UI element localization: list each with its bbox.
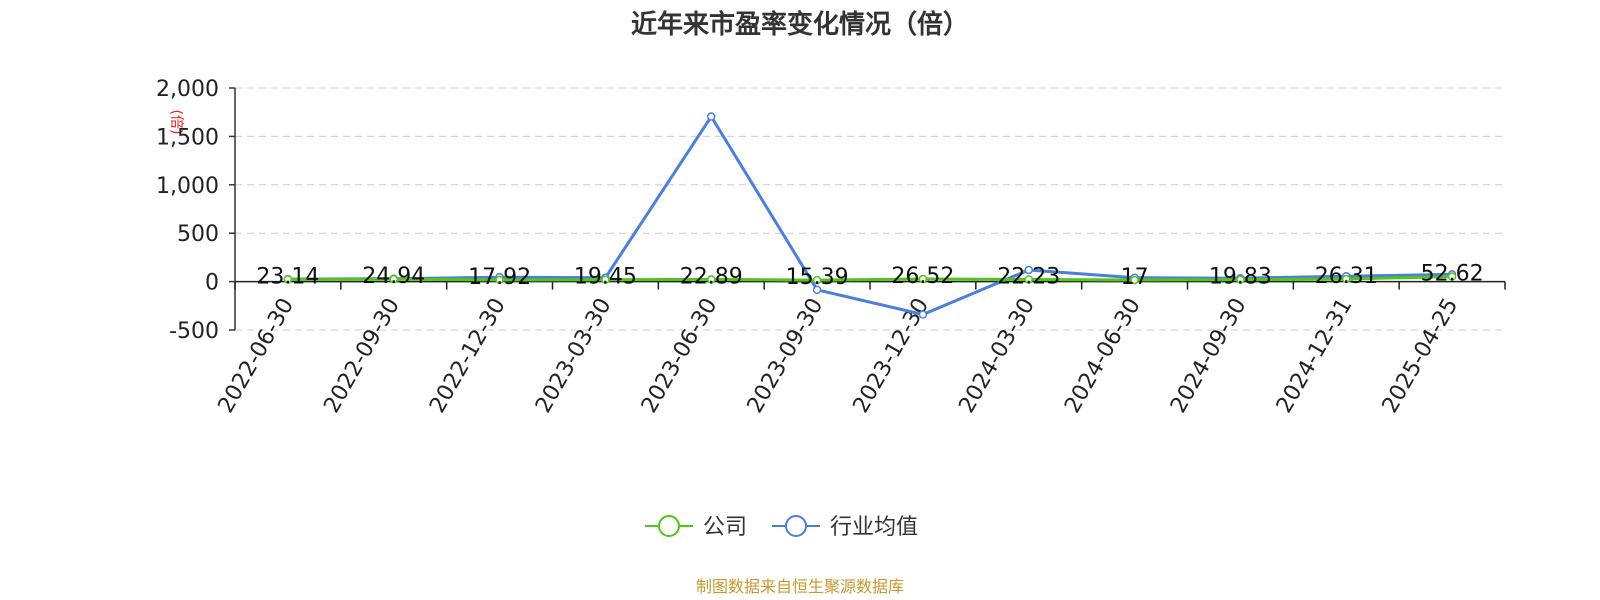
- industry-average-point: [812, 285, 822, 295]
- series-layer: [283, 112, 1457, 319]
- company-data-label: 15.39: [786, 265, 849, 290]
- y-axis: 2,000 1,500 1,000 500 0 -500: [156, 77, 236, 344]
- legend-item-company[interactable]: 公司: [645, 515, 747, 540]
- company-point: [1024, 275, 1033, 284]
- x-tick-label: 2023-03-30: [531, 294, 617, 417]
- chart-title: 近年来市盈率变化情况（倍）: [631, 9, 969, 40]
- industry-average-line: [287, 115, 1453, 317]
- company-data-label: 17: [1121, 265, 1149, 290]
- company-point: [1342, 274, 1351, 284]
- y-axis-unit: (倍): [168, 110, 184, 135]
- legend-marker-icon: [785, 515, 807, 537]
- company-data-label: 22.23: [997, 264, 1060, 289]
- company-point: [812, 275, 822, 285]
- y-tick-label: 1,500: [156, 125, 219, 150]
- company-data-label: 19.83: [1209, 265, 1272, 290]
- grid-lines: [235, 87, 1505, 331]
- industry-average-point: [707, 112, 716, 121]
- y-tick-label: 2,000: [156, 77, 219, 102]
- legend-marker-icon: [658, 515, 680, 537]
- x-tick-label: 2024-03-30: [954, 294, 1040, 417]
- company-point: [1130, 275, 1139, 285]
- data-labels: 23.14 24.94 17.92 19.45 22.89 15.39 26.52 22.23…: [256, 262, 1483, 291]
- legend-label: 行业均值: [830, 515, 918, 540]
- x-tick-label: 2025-04-25: [1378, 294, 1464, 417]
- company-point: [389, 274, 398, 284]
- company-point: [283, 275, 293, 284]
- industry-average-point: [1024, 265, 1033, 275]
- x-tick-label: 2024-06-30: [1060, 294, 1146, 417]
- x-tick-label: 2024-12-31: [1272, 294, 1358, 417]
- x-tick-label: 2024-09-30: [1166, 294, 1252, 417]
- y-tick-label: -500: [169, 319, 219, 344]
- x-tick-label: 2023-06-30: [637, 294, 723, 417]
- company-data-label: 26.31: [1315, 264, 1378, 289]
- legend-label: 公司: [703, 515, 747, 540]
- x-axis: 2022-06-30 2022-09-30 2022-12-30 2023-03-30…: [214, 280, 1506, 417]
- x-tick-label: 2023-09-30: [743, 294, 829, 417]
- source-note: 制图数据来自恒生聚源数据库: [696, 577, 904, 596]
- y-tick-label: 500: [177, 222, 219, 247]
- company-point: [601, 275, 610, 284]
- company-data-label: 26.52: [891, 264, 954, 289]
- x-tick-label: 2022-09-30: [319, 294, 405, 417]
- company-point: [918, 274, 928, 284]
- legend-item-industry-average[interactable]: 行业均值: [772, 515, 918, 540]
- company-point: [495, 275, 504, 285]
- company-data-label: 24.94: [362, 264, 425, 289]
- y-tick-label: 1,000: [156, 174, 219, 199]
- company-data-label: 52.62: [1421, 262, 1484, 287]
- x-tick-label: 2022-06-30: [214, 294, 300, 417]
- y-tick-label: 0: [205, 271, 219, 296]
- company-point: [1236, 275, 1245, 284]
- company-point: [1447, 272, 1457, 281]
- company-point: [707, 275, 716, 284]
- legend: 公司 行业均值: [645, 515, 918, 540]
- company-data-label: 19.45: [574, 265, 637, 290]
- company-line: [287, 275, 1453, 282]
- company-data-label: 22.89: [680, 264, 743, 289]
- x-tick-label: 2022-12-30: [425, 294, 511, 417]
- company-data-label: 17.92: [468, 265, 531, 290]
- industry-average-point: [918, 310, 928, 319]
- company-data-label: 23.14: [256, 264, 319, 289]
